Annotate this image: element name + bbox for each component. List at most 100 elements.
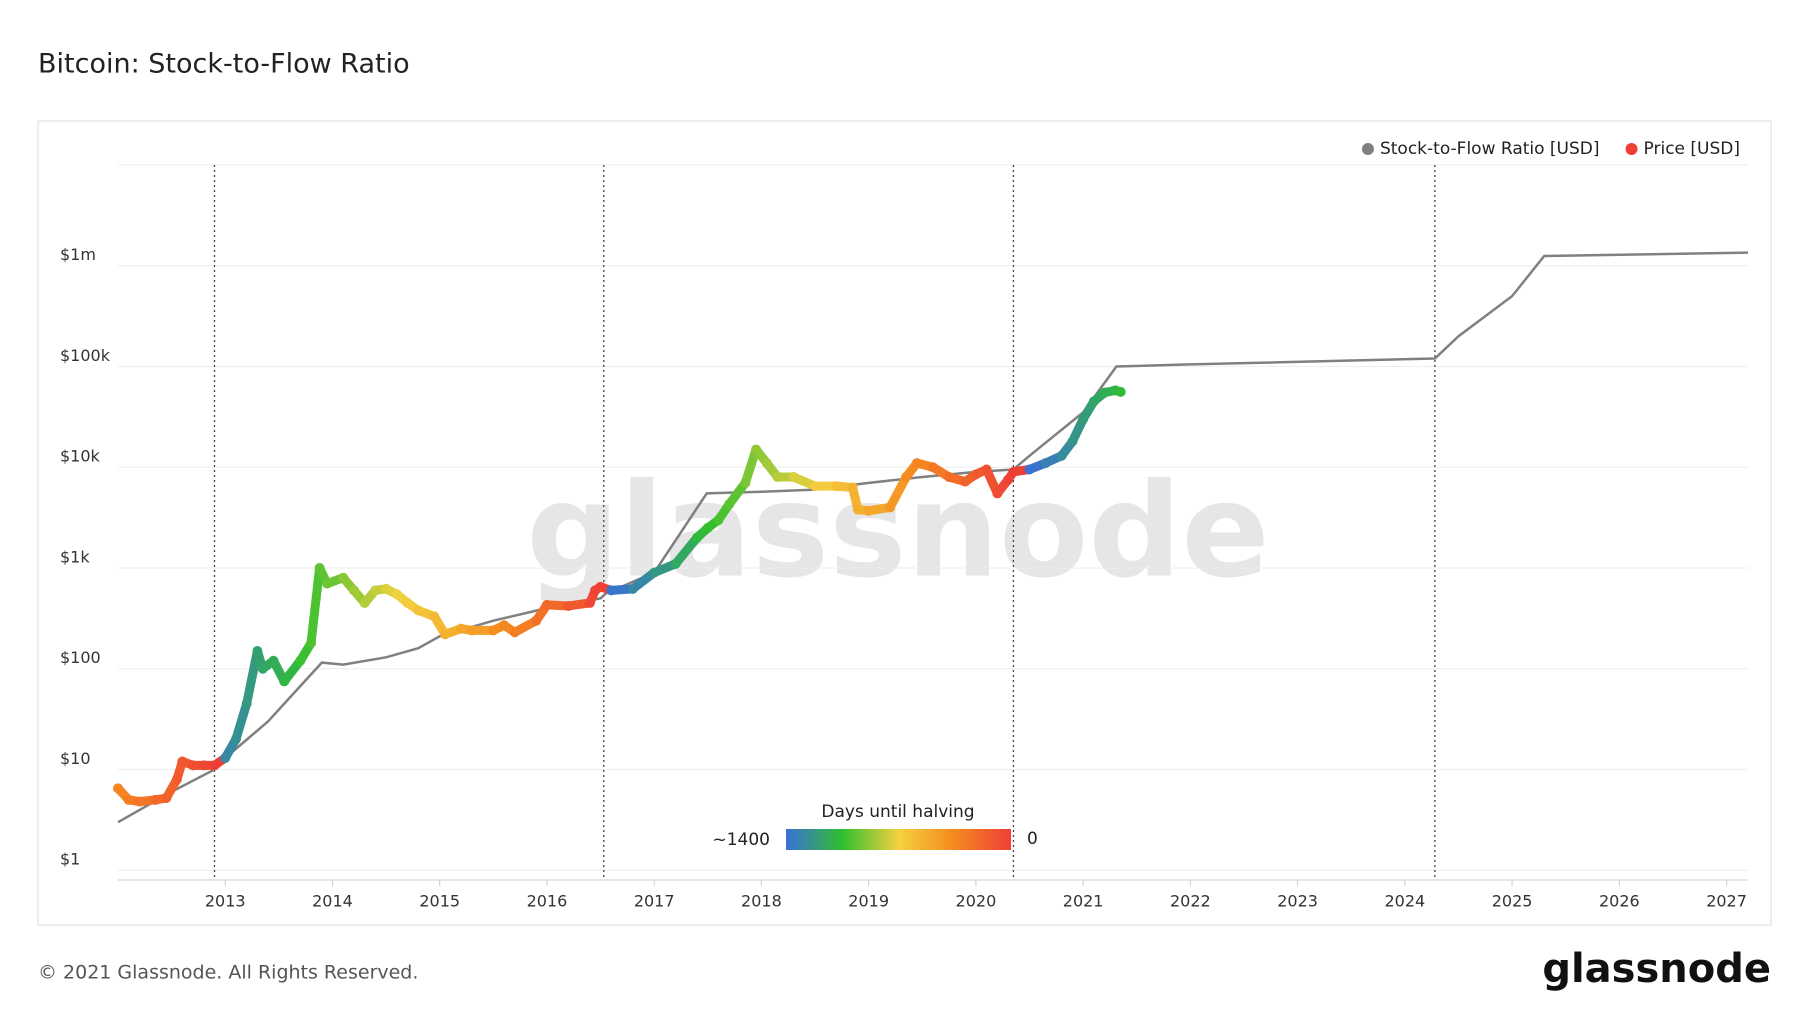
price-dot [177,756,188,767]
x-tick-label: 2022 [1170,892,1211,911]
price-dot [1056,450,1067,461]
x-tick-label: 2015 [419,892,460,911]
price-dot [429,611,440,622]
price-dot [488,625,499,636]
x-tick-label: 2020 [956,892,997,911]
price-dot [123,794,134,805]
footer: © 2021 Glassnode. All Rights Reserved. [38,962,418,984]
price-dot [772,472,783,483]
price-dot [584,597,595,608]
price-dot [692,532,703,543]
price-dot [831,481,842,492]
price-dot [370,585,381,596]
price-dot [440,629,451,640]
colorbar-min: ~1400 [712,830,770,850]
colorbar-max: 0 [1027,829,1038,849]
price-dot [1040,458,1051,469]
price-dot [230,734,241,745]
x-tick-label: 2014 [312,892,353,911]
x-tick-label: 2017 [634,892,675,911]
price-dot [788,472,799,483]
y-tick-label: $100k [60,346,111,365]
price-dot [161,793,172,804]
price-segment [231,699,252,744]
price-dot [960,476,971,487]
price-dot [992,488,1003,499]
price-dot [702,522,713,533]
price-dot [413,605,424,616]
y-tick-label: $10 [60,749,91,768]
colorbar [786,829,1011,850]
price-dot [1115,386,1126,397]
x-tick-label: 2023 [1277,892,1318,911]
price-dot [134,796,145,807]
price-dot [1099,387,1110,398]
price-dot [724,499,735,510]
price-dot [713,514,724,525]
price-dot [928,462,938,473]
price-dot [268,655,279,666]
legend-label: Price [USD] [1644,139,1740,159]
y-tick-label: $1k [60,547,90,566]
price-dot [381,583,392,594]
legend-label: Stock-to-Flow Ratio [USD] [1380,139,1600,159]
price-dot [981,464,992,475]
price-dot [391,589,402,600]
legend-swatch [1361,143,1374,155]
price-dot [198,760,209,771]
price-dot [402,597,413,608]
price-dot [314,562,325,573]
price-dot [911,458,922,469]
brand: glassnode [1542,946,1771,992]
price-dot [279,676,290,687]
price-dot [531,615,542,626]
price-dot [499,620,510,631]
price-dot [863,505,874,516]
price-dot [1078,414,1089,425]
price-dot [563,600,574,611]
price-segment [885,472,911,512]
price-dot [852,504,863,515]
x-tick-label: 2021 [1063,892,1104,911]
price-dot [970,469,981,480]
x-tick-label: 2027 [1706,892,1747,911]
price-dot [1088,396,1099,407]
price-dot [810,481,821,492]
x-tick-label: 2016 [527,892,568,911]
price-dot [338,572,349,583]
price-dot [295,655,306,666]
y-tick-label: $100 [60,648,101,667]
price-dot [456,623,467,634]
price-dot [751,444,762,455]
price-segment [671,533,702,569]
colorbar-title: Days until halving [821,802,974,822]
x-tick-label: 2024 [1384,892,1425,911]
x-tick-label: 2019 [848,892,889,911]
legend-swatch [1625,143,1638,155]
price-dot [627,583,638,594]
price-dot [595,581,606,592]
price-dot [348,585,359,596]
price-dot [1024,464,1035,475]
price-dot [220,753,231,764]
price-dot [257,663,268,674]
price-dot [847,482,858,493]
price-dot [209,760,220,771]
x-tick-label: 2026 [1599,892,1640,911]
price-dot [649,567,660,578]
y-tick-label: $1 [60,850,80,869]
price-dot [944,472,955,483]
price-dot [188,760,199,771]
price-dot [252,645,263,656]
price-dot [241,698,252,709]
price-dot [885,502,896,513]
x-tick-label: 2013 [205,892,246,911]
s2f-line [117,251,1749,824]
price-segment [740,445,761,488]
price-dot [509,627,520,638]
price-dot [113,783,123,794]
price-dot [740,477,751,488]
price-dot [670,558,681,569]
price-dot [359,597,370,608]
